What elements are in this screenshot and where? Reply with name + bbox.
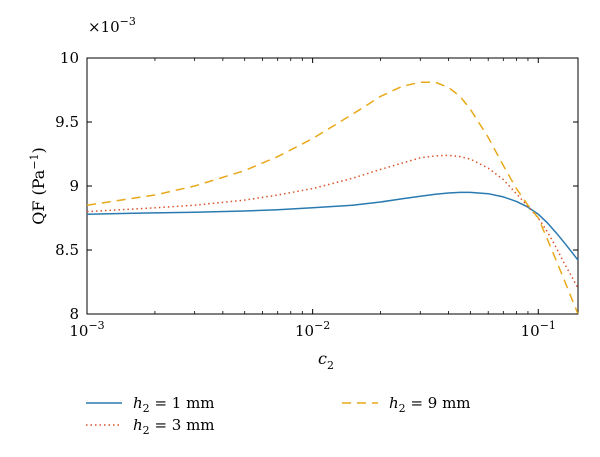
series-line-3 xyxy=(86,81,579,315)
y-axis-label: QF (Pa−1) xyxy=(28,147,48,225)
y-tick-label: 10 xyxy=(60,49,79,67)
axis-ticks: 10−3 10−2 10−1 8 8.5 9 9.5 10 xyxy=(55,49,578,340)
legend-label-3: h2 = 9 mm xyxy=(389,394,471,415)
plot-area xyxy=(86,57,579,315)
y-axis-multiplier: ×10−3 xyxy=(88,15,136,36)
x-axis-label: c2 xyxy=(318,349,334,372)
series-line-1 xyxy=(86,191,579,261)
x-tick-label: 10−3 xyxy=(69,319,104,340)
y-tick-label: 8.5 xyxy=(55,241,79,259)
x-tick-label: 10−2 xyxy=(295,319,330,340)
series-line-2 xyxy=(86,154,579,289)
legend-label-1: h2 = 1 mm xyxy=(133,394,215,415)
y-tick-label: 9.5 xyxy=(55,113,79,131)
y-tick-label: 9 xyxy=(69,177,79,195)
y-tick-label: 8 xyxy=(69,305,79,323)
series-layer xyxy=(86,81,579,315)
legend-label-2: h2 = 3 mm xyxy=(133,416,215,437)
x-tick-label: 10−1 xyxy=(521,319,556,340)
